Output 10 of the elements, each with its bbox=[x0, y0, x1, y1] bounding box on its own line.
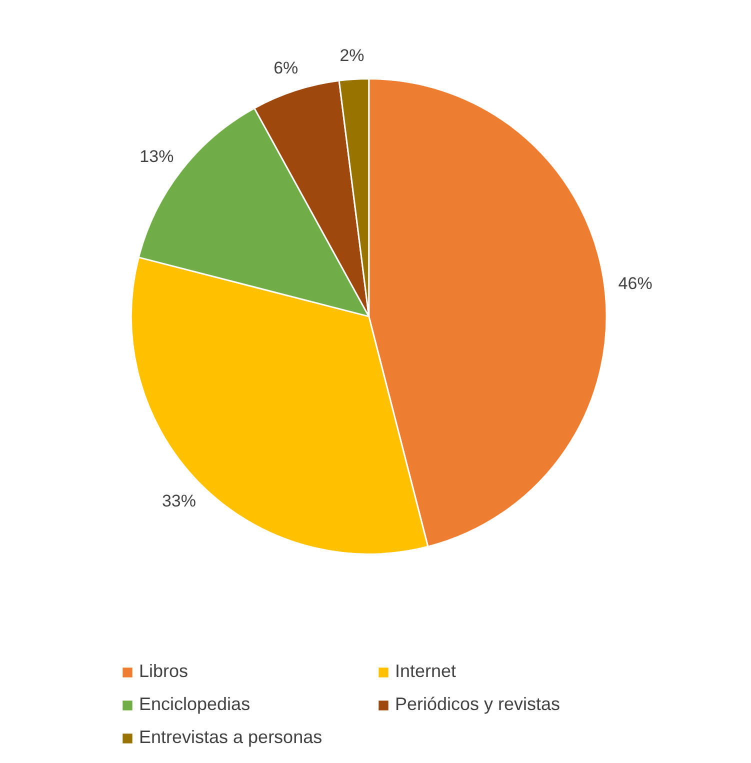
data-label: 33% bbox=[162, 492, 196, 511]
legend-label: Periódicos y revistas bbox=[395, 694, 562, 715]
data-label: 2% bbox=[340, 46, 364, 66]
legend-label: Libros bbox=[139, 661, 190, 682]
legend-label: Internet bbox=[395, 661, 458, 682]
data-label: 6% bbox=[274, 58, 298, 78]
legend-label: Entrevistas a personas bbox=[139, 727, 324, 748]
legend-label: Enciclopedias bbox=[139, 694, 252, 715]
data-label: 13% bbox=[140, 146, 174, 166]
data-label: 46% bbox=[618, 274, 652, 294]
